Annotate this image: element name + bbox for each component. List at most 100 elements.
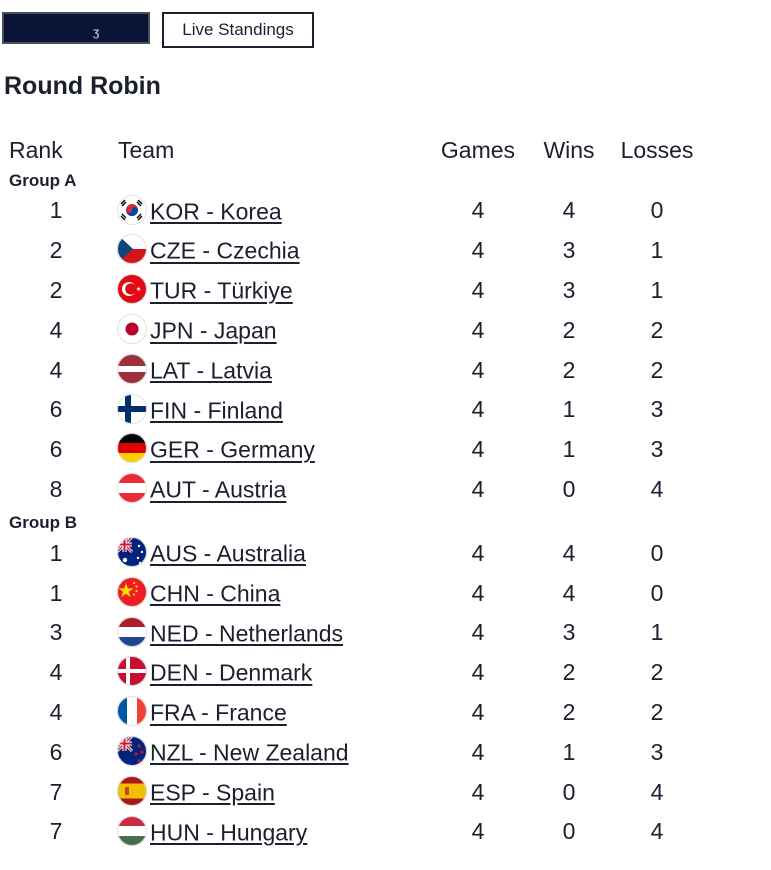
- flag-ned-icon: [117, 616, 147, 647]
- losses-cell: 1: [650, 619, 664, 646]
- wins-cell: 0: [562, 818, 576, 845]
- losses-cell: 0: [650, 579, 664, 606]
- rank-cell: 4: [49, 356, 63, 383]
- rank-cell: 6: [49, 396, 63, 423]
- flag-hun-icon: [117, 815, 147, 846]
- team-link[interactable]: JPN - Japan: [150, 317, 277, 344]
- flag-fra-icon: [117, 696, 147, 727]
- losses-cell: 3: [650, 396, 664, 423]
- rank-cell: 3: [49, 619, 63, 646]
- rank-cell: 1: [49, 579, 63, 606]
- table-row: 2 CZE - Czechia 4 3 1: [3, 231, 701, 271]
- team-cell: NZL - New Zealand: [113, 732, 431, 772]
- wins-cell: 0: [562, 475, 576, 502]
- rank-cell: 6: [49, 436, 63, 463]
- games-cell: 4: [471, 659, 485, 686]
- header-row: Rank Team Games Wins Losses: [3, 133, 701, 167]
- team-cell: AUS - Australia: [113, 533, 431, 573]
- losses-cell: 2: [650, 698, 664, 725]
- page-title: Round Robin: [4, 72, 161, 100]
- flag-jpn-icon: [117, 314, 147, 344]
- games-cell: 4: [471, 698, 485, 725]
- games-cell: 4: [471, 778, 485, 805]
- rank-cell: 4: [49, 659, 63, 686]
- column-header-games: Games: [440, 136, 516, 163]
- team-link[interactable]: LAT - Latvia: [150, 357, 272, 384]
- wins-cell: 3: [562, 237, 576, 264]
- dark-nav-button[interactable]: ʒ: [2, 12, 150, 44]
- group-label: Group B: [9, 513, 77, 533]
- table-row: 4 LAT - Latvia 4 2 2: [3, 350, 701, 390]
- table-row: 6 GER - Germany 4 1 3: [3, 430, 701, 470]
- flag-nzl-icon: [117, 735, 147, 766]
- table-row: 8 AUT - Austria 4 0 4: [3, 470, 701, 510]
- table-row: 4 FRA - France 4 2 2: [3, 693, 701, 733]
- team-cell: TUR - Türkiye: [113, 271, 431, 311]
- flag-chn-icon: [117, 576, 147, 607]
- team-link[interactable]: NZL - New Zealand: [150, 739, 349, 766]
- team-link[interactable]: ESP - Spain: [150, 779, 275, 806]
- losses-cell: 4: [650, 475, 664, 502]
- team-link[interactable]: CZE - Czechia: [150, 237, 300, 264]
- games-cell: 4: [471, 356, 485, 383]
- team-link[interactable]: TUR - Türkiye: [150, 277, 293, 304]
- losses-cell: 2: [650, 316, 664, 343]
- table-row: 4 JPN - Japan 4 2 2: [3, 310, 701, 350]
- losses-cell: 1: [650, 237, 664, 264]
- team-link[interactable]: AUS - Australia: [150, 540, 306, 567]
- column-header-team: Team: [118, 136, 175, 163]
- rank-cell: 1: [49, 197, 63, 224]
- team-link[interactable]: NED - Netherlands: [150, 620, 344, 647]
- losses-cell: 1: [650, 276, 664, 303]
- games-cell: 4: [471, 619, 485, 646]
- losses-cell: 4: [650, 818, 664, 845]
- wins-cell: 1: [562, 396, 576, 423]
- table-row: 1 AUS - Australia 4 4 0: [3, 533, 701, 573]
- team-cell: LAT - Latvia: [113, 350, 431, 390]
- group-label: Group A: [9, 171, 77, 190]
- flag-cze-icon: [117, 234, 147, 265]
- column-header-losses: Losses: [620, 136, 694, 163]
- group-header-row: Group B: [3, 509, 701, 533]
- rank-cell: 2: [49, 237, 63, 264]
- games-cell: 4: [471, 539, 485, 566]
- team-cell: FIN - Finland: [113, 390, 431, 430]
- wins-cell: 4: [562, 197, 576, 224]
- live-standings-button[interactable]: Live Standings: [162, 12, 314, 48]
- rank-cell: 7: [49, 778, 63, 805]
- wins-cell: 4: [562, 579, 576, 606]
- team-link[interactable]: HUN - Hungary: [150, 819, 308, 846]
- rank-cell: 7: [49, 818, 63, 845]
- flag-esp-icon: [117, 775, 147, 806]
- team-link[interactable]: GER - Germany: [150, 436, 315, 463]
- team-cell: JPN - Japan: [113, 310, 431, 350]
- games-cell: 4: [471, 197, 485, 224]
- table-row: 7 ESP - Spain 4 0 4: [3, 772, 701, 812]
- team-link[interactable]: CHN - China: [150, 580, 281, 607]
- team-link[interactable]: FRA - France: [150, 699, 287, 726]
- team-link[interactable]: FIN - Finland: [150, 397, 283, 424]
- table-row: 1 KOR - Korea 4 4 0: [3, 191, 701, 231]
- flag-fin-icon: [117, 393, 147, 424]
- wins-cell: 3: [562, 276, 576, 303]
- losses-cell: 0: [650, 539, 664, 566]
- team-link[interactable]: DEN - Denmark: [150, 659, 313, 686]
- losses-cell: 2: [650, 659, 664, 686]
- dark-button-mark: ʒ: [92, 25, 100, 39]
- team-link[interactable]: AUT - Austria: [150, 476, 287, 503]
- table-row: 1 CHN - China 4 4 0: [3, 573, 701, 613]
- wins-cell: 2: [562, 356, 576, 383]
- games-cell: 4: [471, 436, 485, 463]
- losses-cell: 3: [650, 436, 664, 463]
- team-cell: ESP - Spain: [113, 772, 431, 812]
- wins-cell: 1: [562, 436, 576, 463]
- team-cell: FRA - France: [113, 693, 431, 733]
- toolbar: ʒ Live Standings: [2, 12, 314, 48]
- wins-cell: 2: [562, 698, 576, 725]
- games-cell: 4: [471, 276, 485, 303]
- flag-aus-icon: [117, 536, 147, 567]
- wins-cell: 4: [562, 539, 576, 566]
- losses-cell: 0: [650, 197, 664, 224]
- team-link[interactable]: KOR - Korea: [150, 198, 282, 225]
- team-cell: GER - Germany: [113, 430, 431, 470]
